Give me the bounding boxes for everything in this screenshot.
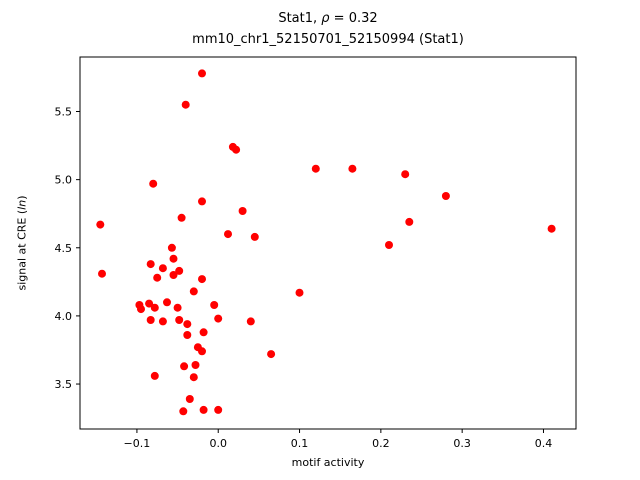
data-point (191, 361, 200, 369)
x-tick-label: 0.1 (291, 437, 309, 450)
data-point (185, 395, 194, 403)
rho-symbol: ρ (321, 11, 330, 26)
data-point (547, 224, 556, 233)
data-point (385, 241, 393, 249)
data-point (267, 350, 276, 359)
data-point (214, 405, 223, 414)
data-point (145, 299, 154, 308)
data-point (189, 373, 198, 382)
data-point (146, 260, 155, 269)
data-point (183, 320, 192, 329)
data-point (198, 197, 206, 206)
data-point (158, 317, 167, 326)
y-tick-label: 5.5 (55, 106, 73, 119)
data-point (189, 287, 198, 296)
data-point (98, 269, 106, 278)
y-axis-label: signal at CRE (ln) (16, 196, 29, 291)
chart-title-suffix: = 0.32 (329, 11, 378, 26)
data-point (177, 213, 186, 222)
data-point (167, 243, 176, 252)
data-point (96, 220, 105, 229)
data-point (348, 164, 357, 173)
y-tick-label: 4.5 (55, 242, 73, 255)
data-point (246, 317, 255, 326)
data-point (214, 314, 223, 323)
data-point (441, 192, 450, 200)
data-point (169, 254, 178, 263)
data-point (198, 69, 206, 78)
axes-frame (79, 56, 577, 430)
data-point (181, 100, 190, 109)
y-tick-label: 5.0 (55, 174, 73, 187)
data-point (238, 207, 247, 215)
data-point (405, 217, 414, 226)
data-point (311, 164, 320, 173)
data-point (173, 303, 182, 312)
data-point (146, 316, 155, 324)
data-point (232, 145, 241, 154)
data-point (224, 230, 232, 239)
data-point (295, 288, 304, 297)
title-block: Stat1, ρ = 0.32 mm10_chr1_52150701_52150… (80, 8, 576, 50)
x-tick-label: 0.3 (453, 437, 471, 450)
data-point (169, 271, 178, 279)
data-point (158, 264, 167, 273)
data-point (198, 347, 206, 356)
x-axis-label: motif activity (291, 456, 365, 469)
y-axis-label-suffix: ) (15, 195, 29, 200)
data-point (199, 405, 208, 414)
data-point (149, 179, 158, 188)
x-tick-label: 0.2 (372, 437, 390, 450)
data-point (183, 331, 192, 339)
chart-subtitle: mm10_chr1_52150701_52150994 (Stat1) (192, 32, 464, 47)
x-tick-label: 0.0 (209, 437, 227, 450)
data-point (150, 371, 159, 380)
data-point (401, 170, 410, 179)
y-tick-label: 3.5 (55, 378, 73, 391)
data-point (137, 305, 145, 314)
chart-title-prefix: Stat1, (278, 11, 322, 26)
data-point (179, 407, 188, 416)
data-point (250, 232, 259, 241)
y-axis-label-italic: ln (15, 199, 29, 210)
data-point (150, 303, 159, 312)
y-tick-label: 4.0 (55, 310, 73, 323)
data-point (198, 275, 206, 284)
data-point (163, 298, 171, 307)
data-point (199, 328, 208, 337)
data-point (175, 266, 184, 275)
data-point (153, 273, 162, 282)
x-tick-label: 0.4 (535, 437, 553, 450)
data-point (180, 362, 189, 371)
data-point (175, 316, 184, 324)
x-tick-label: −0.1 (124, 437, 151, 450)
y-axis-label-prefix: signal at CRE ( (15, 209, 29, 291)
chart-title: Stat1, ρ = 0.32 (80, 8, 576, 29)
data-point (210, 301, 219, 309)
